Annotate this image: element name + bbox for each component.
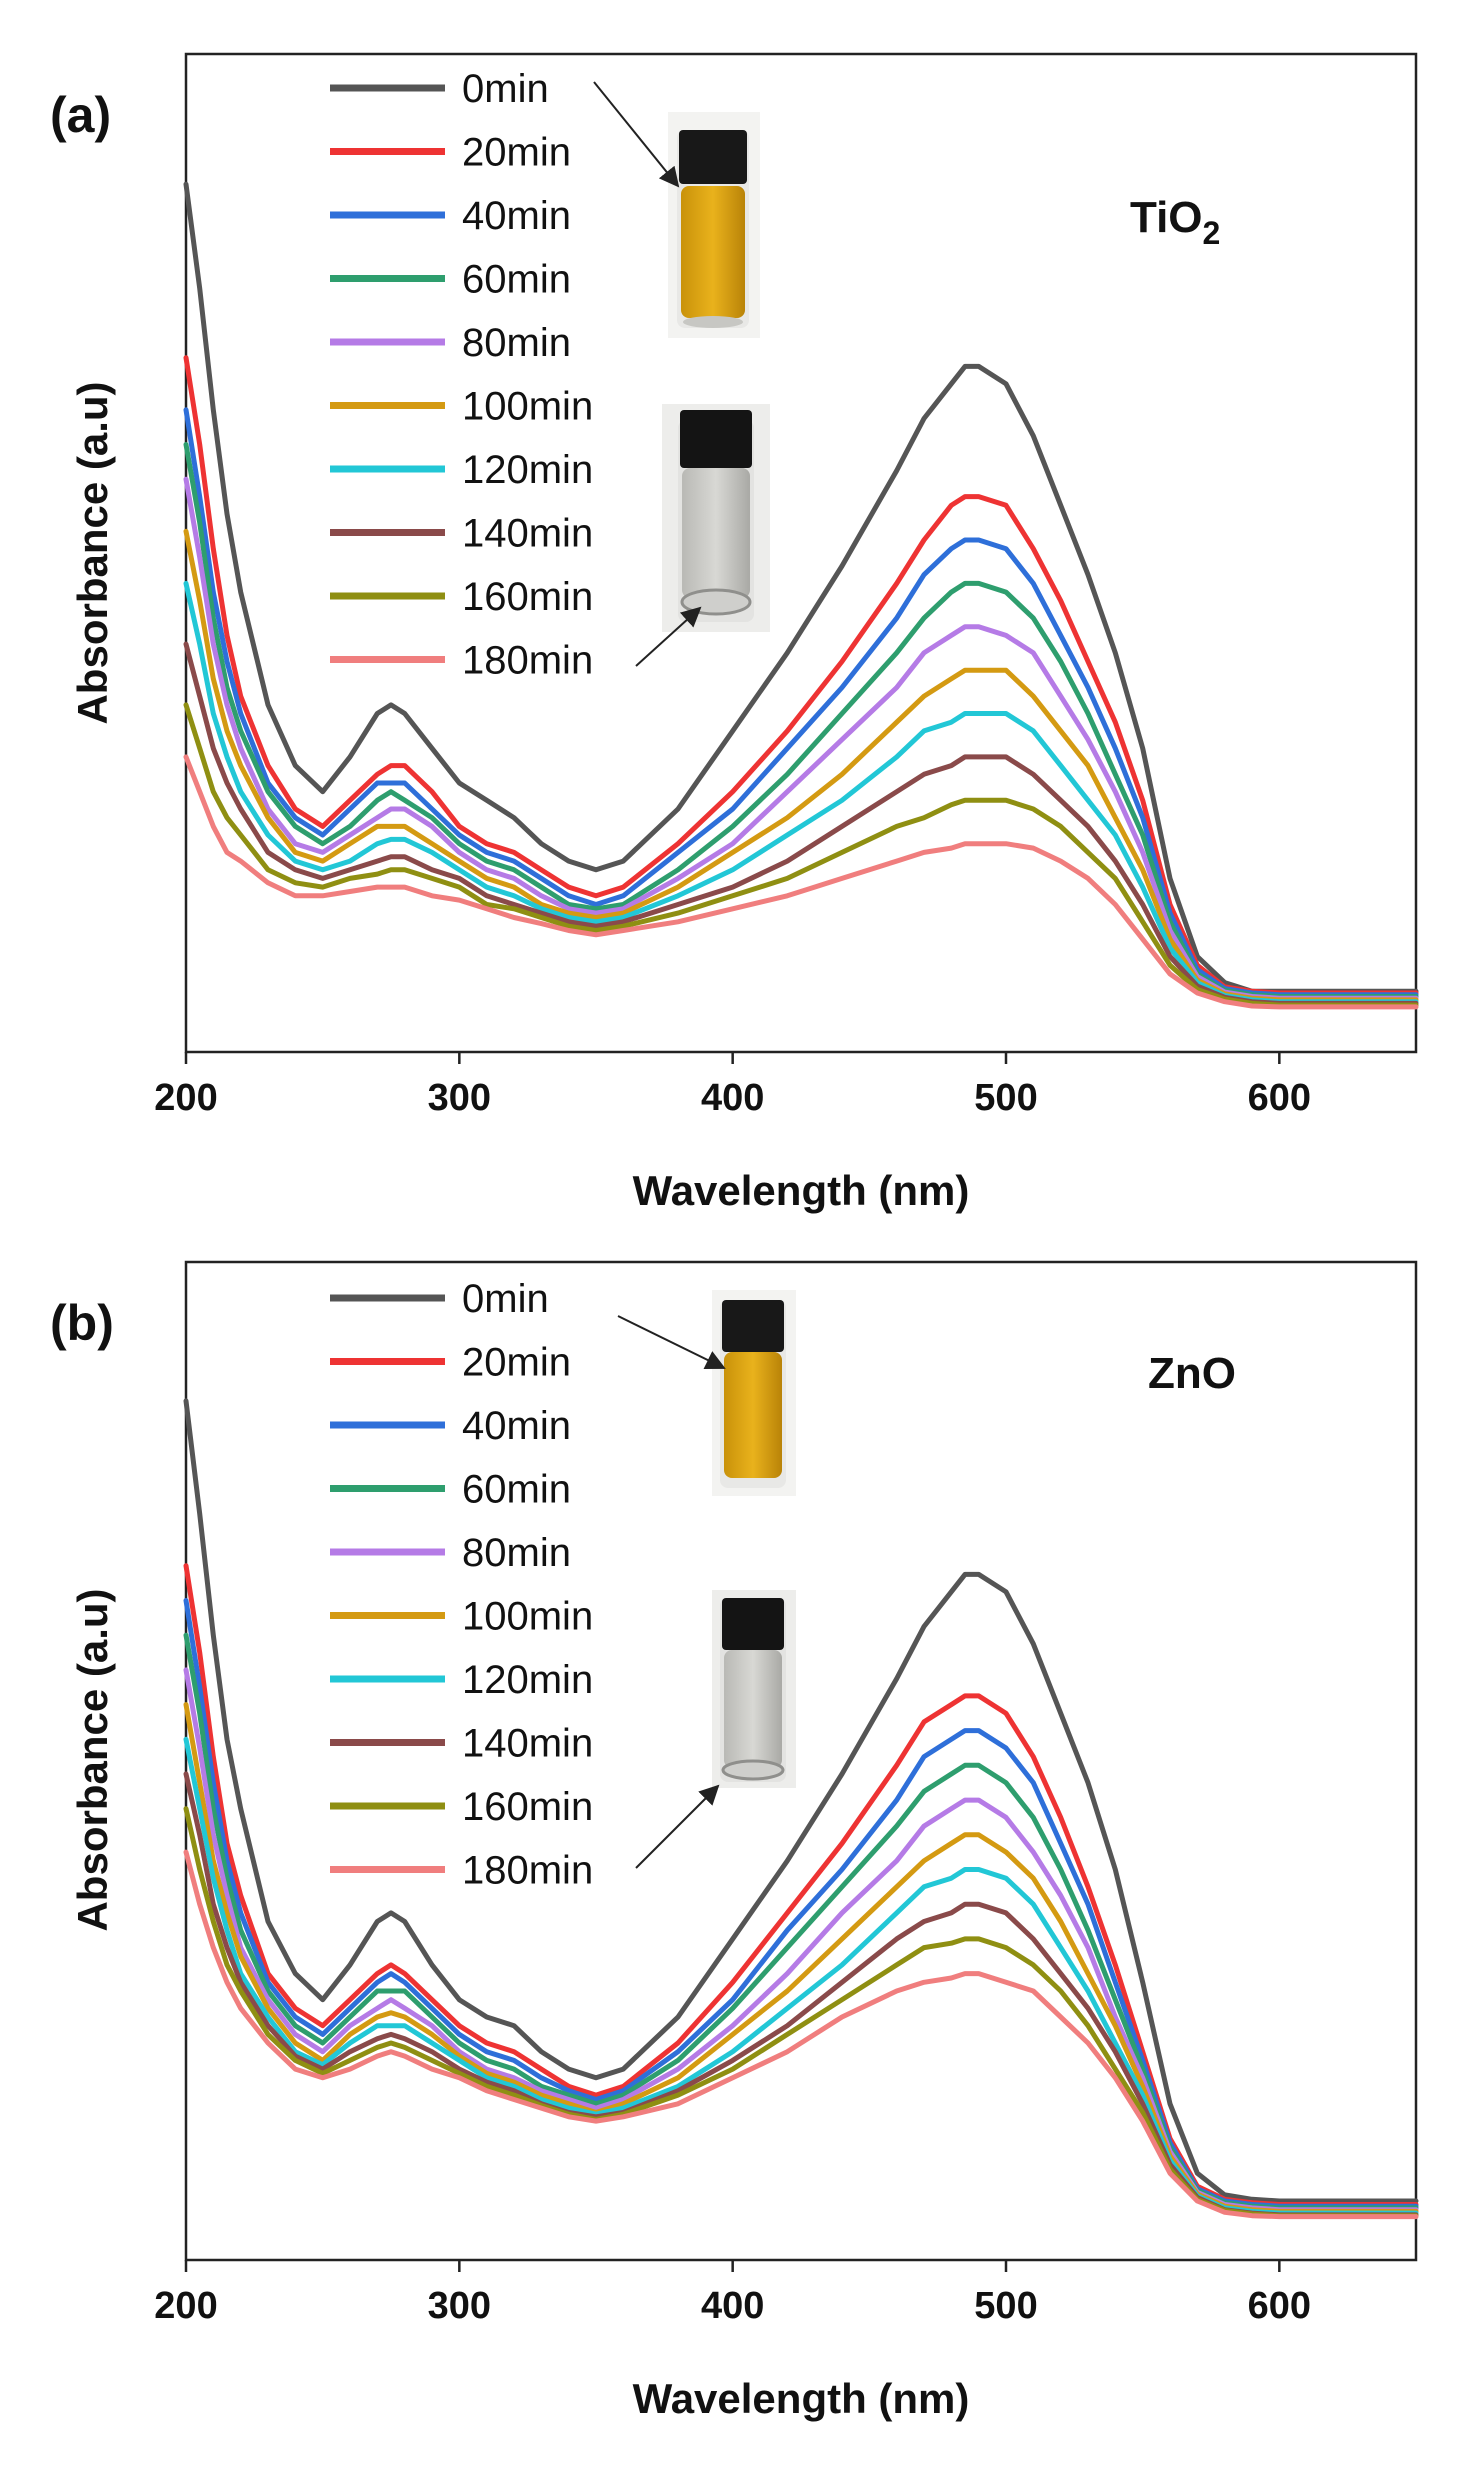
x-ticks: 200 300 400 500 600 xyxy=(154,1052,1311,1119)
series-line-20min xyxy=(183,355,1419,996)
x-ticks: 200 300 400 500 600 xyxy=(154,2260,1311,2327)
series-line-140min xyxy=(183,1771,1419,2218)
legend: 0min 20min 40min 60min 80min 100min 120min 140m… xyxy=(330,67,593,683)
series-line-40min xyxy=(183,407,1419,998)
series-line-80min xyxy=(183,1667,1419,2213)
arrow-180min xyxy=(635,1784,720,1869)
series-line-160min xyxy=(183,1806,1419,2219)
plot-frame xyxy=(184,1260,1418,2262)
legend: 0min 20min 40min 60min 80min 100min 120min 140m… xyxy=(330,1277,593,1893)
legend-label-100min: 100min xyxy=(462,1595,593,1639)
material-label-subscript: 2 xyxy=(1203,215,1221,251)
x-tick-label: 600 xyxy=(1248,2285,1311,2327)
series-line-140min xyxy=(183,641,1419,1006)
legend-label-20min: 20min xyxy=(462,131,571,175)
arrow-0min xyxy=(617,1315,726,1370)
series-line-180min xyxy=(183,754,1419,1010)
x-tick-label: 600 xyxy=(1248,1077,1311,1119)
legend-label-60min: 60min xyxy=(462,1468,571,1512)
material-label-base: TiO xyxy=(1130,193,1203,242)
legend-label-0min: 0min xyxy=(462,1277,549,1321)
legend-label-20min: 20min xyxy=(462,1341,571,1385)
vial-before-icon xyxy=(668,112,760,338)
series-line-20min xyxy=(183,1563,1419,2207)
material-label: TiO2 xyxy=(1130,193,1220,251)
x-tick-label: 500 xyxy=(974,2285,1037,2327)
legend-label-180min: 180min xyxy=(462,1849,593,1893)
x-tick-label: 200 xyxy=(154,1077,217,1119)
panel-b: (b) ZnO Absorbance (a.u) Wavelength (nm)… xyxy=(50,1260,1419,2422)
series-line-160min xyxy=(183,702,1419,1008)
series-line-100min xyxy=(183,528,1419,1003)
legend-label-120min: 120min xyxy=(462,448,593,492)
y-axis-title: Absorbance (a.u) xyxy=(69,381,116,724)
arrow-0min xyxy=(593,81,680,188)
series-line-60min xyxy=(183,442,1419,999)
series-lines xyxy=(183,1398,1419,2220)
series-line-180min xyxy=(183,1849,1419,2220)
x-tick-label: 300 xyxy=(428,2285,491,2327)
x-tick-label: 400 xyxy=(701,2285,764,2327)
legend-label-40min: 40min xyxy=(462,194,571,238)
legend-label-60min: 60min xyxy=(462,258,571,302)
series-line-60min xyxy=(183,1632,1419,2211)
plot-frame xyxy=(184,52,1418,1054)
material-label-base: ZnO xyxy=(1148,1349,1236,1398)
panel-label: (b) xyxy=(50,1295,114,1351)
y-axis-title: Absorbance (a.u) xyxy=(69,1588,116,1931)
legend-label-120min: 120min xyxy=(462,1658,593,1702)
vial-before-icon xyxy=(712,1290,796,1496)
x-axis-title: Wavelength (nm) xyxy=(633,2375,970,2422)
legend-label-180min: 180min xyxy=(462,639,593,683)
legend-label-40min: 40min xyxy=(462,1404,571,1448)
legend-label-160min: 160min xyxy=(462,575,593,619)
legend-label-140min: 140min xyxy=(462,512,593,556)
x-axis-title: Wavelength (nm) xyxy=(633,1167,970,1214)
vial-after-icon xyxy=(662,404,770,632)
vial-after-icon xyxy=(712,1590,796,1788)
material-label: ZnO xyxy=(1148,1349,1236,1398)
x-tick-label: 500 xyxy=(974,1077,1037,1119)
x-tick-label: 400 xyxy=(701,1077,764,1119)
legend-label-80min: 80min xyxy=(462,321,571,365)
series-line-0min xyxy=(183,1398,1419,2204)
series-line-120min xyxy=(183,1736,1419,2216)
series-line-40min xyxy=(183,1598,1419,2209)
series-line-0min xyxy=(183,181,1419,994)
x-tick-label: 200 xyxy=(154,2285,217,2327)
series-line-100min xyxy=(183,1702,1419,2214)
arrow-180min xyxy=(635,606,702,667)
series-line-120min xyxy=(183,580,1419,1005)
legend-label-140min: 140min xyxy=(462,1722,593,1766)
legend-label-80min: 80min xyxy=(462,1531,571,1575)
series-line-80min xyxy=(183,476,1419,1001)
panel-a: (a) TiO2 Absorbance (a.u) Wavelength (nm… xyxy=(50,52,1419,1214)
legend-label-0min: 0min xyxy=(462,67,549,111)
series-lines xyxy=(183,181,1419,1010)
legend-label-160min: 160min xyxy=(462,1785,593,1829)
panel-label: (a) xyxy=(50,87,111,143)
x-tick-label: 300 xyxy=(428,1077,491,1119)
legend-label-100min: 100min xyxy=(462,385,593,429)
